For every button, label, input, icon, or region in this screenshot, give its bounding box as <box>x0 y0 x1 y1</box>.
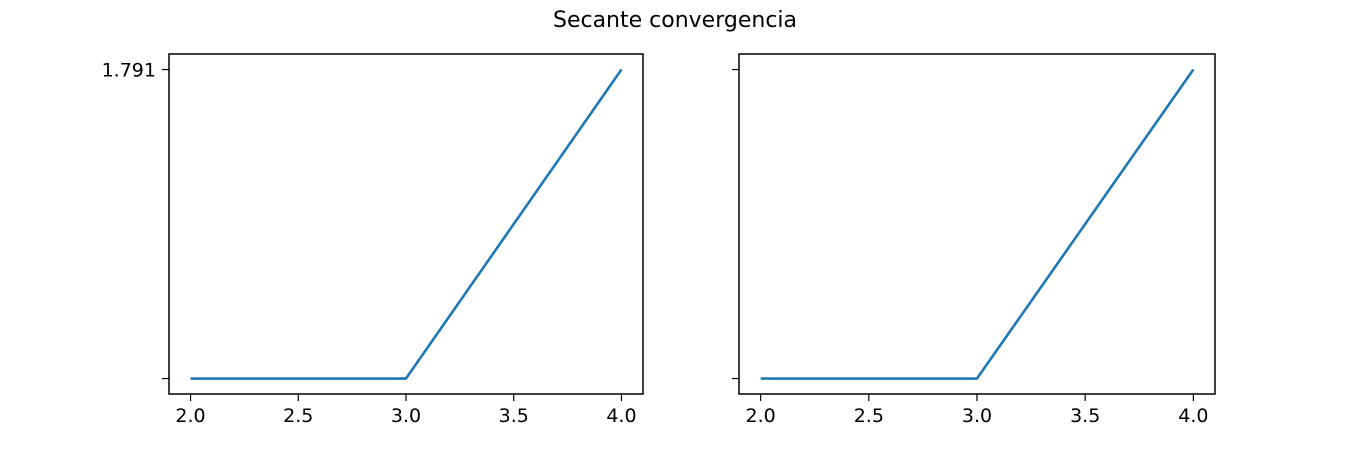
x-tick-label: 2.5 <box>283 405 313 427</box>
axes-frame <box>738 53 1216 395</box>
x-tick-label: 2.0 <box>175 405 205 427</box>
x-tick-label: 3.0 <box>391 405 421 427</box>
subplot-2: 2.0 2.5 3.0 3.5 4.0 <box>732 53 1216 427</box>
axes-layer: 2.0 2.5 3.0 3.5 4.0 1.791 2.0 2.5 3.0 3.5 4.0 <box>102 53 1216 427</box>
x-tick-label: 3.5 <box>1070 405 1100 427</box>
x-tick-label: 4.0 <box>1178 405 1208 427</box>
x-tick-label: 2.0 <box>746 405 776 427</box>
y-tick-label: 1.791 <box>102 60 156 82</box>
x-tick-label: 4.0 <box>606 405 636 427</box>
subplot-1: 2.0 2.5 3.0 3.5 4.0 1.791 <box>102 53 644 427</box>
figure-title: Secante convergencia <box>553 8 797 33</box>
x-tick-label: 3.0 <box>962 405 992 427</box>
series-line <box>190 68 623 380</box>
series-line <box>760 68 1195 380</box>
x-tick-label: 3.5 <box>499 405 529 427</box>
x-tick-label: 2.5 <box>854 405 884 427</box>
axes-frame <box>168 53 644 395</box>
